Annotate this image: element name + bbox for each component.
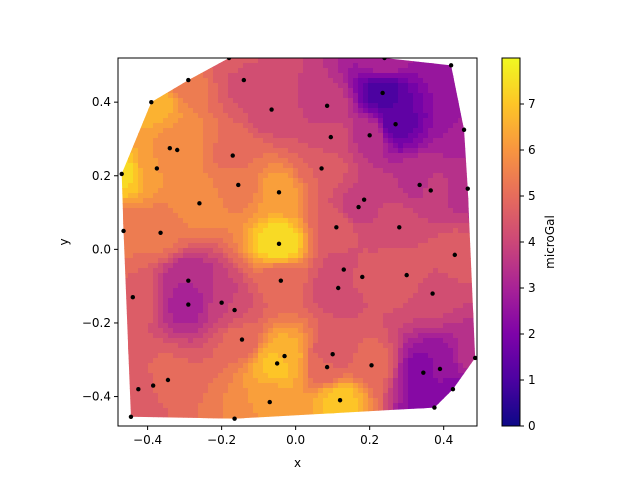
sample-point — [448, 63, 454, 68]
colorbar-tick-label: 6 — [528, 143, 536, 157]
sample-point — [397, 225, 402, 230]
sample-point — [341, 267, 346, 272]
colorbar-label: microGal — [543, 215, 557, 269]
sample-point — [336, 285, 341, 291]
sample-point — [226, 58, 232, 61]
colorbar-tick-label: 2 — [528, 327, 536, 341]
sample-point — [267, 399, 272, 405]
sample-point — [274, 361, 280, 366]
sample-point — [269, 107, 274, 112]
x-tick-label: −0.2 — [207, 433, 236, 447]
x-axis: −0.4 −0.2 0.0 0.2 0.4 — [133, 426, 453, 447]
sample-points — [119, 58, 477, 421]
sample-point — [276, 190, 282, 195]
sample-point — [432, 405, 437, 410]
sample-point — [276, 241, 282, 247]
sample-point — [219, 300, 224, 305]
sample-point — [461, 127, 467, 132]
sample-point — [330, 352, 335, 357]
sample-point — [232, 307, 237, 313]
sample-point — [278, 278, 284, 283]
sample-point — [472, 355, 477, 361]
plot-frame — [117, 57, 478, 427]
sample-point — [430, 291, 435, 296]
sample-point — [158, 230, 163, 235]
sample-point — [149, 99, 154, 105]
sample-point — [437, 366, 443, 372]
x-tick-label: −0.4 — [133, 433, 162, 447]
y-tick-label: −0.4 — [82, 390, 111, 404]
sample-point — [452, 252, 457, 258]
colorbar-tick-label: 0 — [528, 419, 536, 433]
sample-point — [450, 387, 456, 392]
x-tick-label: 0.4 — [434, 433, 453, 447]
colorbar-gradient — [502, 58, 520, 426]
sample-point — [361, 197, 367, 202]
sample-point — [175, 147, 180, 153]
sample-point — [369, 363, 374, 368]
sample-point — [421, 370, 426, 375]
sample-point — [241, 77, 247, 83]
sample-point — [334, 225, 339, 230]
sample-point — [417, 182, 422, 188]
sample-point — [186, 77, 191, 83]
sample-point — [465, 186, 470, 191]
sample-point — [130, 295, 136, 300]
sample-point — [119, 171, 124, 177]
interpolated-field — [121, 58, 476, 419]
colorbar-tick-label: 4 — [528, 235, 536, 249]
sample-point — [367, 133, 372, 138]
colorbar: 0 1 2 3 4 5 6 7 microGal — [501, 57, 557, 433]
sample-point — [128, 414, 134, 419]
y-axis-label: y — [57, 238, 71, 245]
sample-point — [382, 58, 387, 61]
plot-area — [117, 57, 478, 427]
sample-point — [380, 90, 385, 96]
sample-point — [360, 274, 365, 280]
sample-point — [121, 228, 126, 234]
sample-point — [136, 387, 141, 392]
sample-point — [393, 122, 398, 127]
sample-point — [154, 166, 160, 171]
sample-point — [197, 201, 202, 206]
sample-point — [428, 188, 433, 193]
sample-point — [239, 337, 245, 342]
sample-point — [404, 272, 409, 278]
colorbar-tick-label: 5 — [528, 189, 536, 203]
colorbar-ticks: 0 1 2 3 4 5 6 7 — [520, 97, 536, 433]
sample-point — [324, 364, 330, 370]
colorbar-tick-label: 1 — [528, 373, 536, 387]
sample-point — [165, 377, 171, 383]
y-tick-label: 0.0 — [92, 242, 111, 256]
sample-point — [319, 166, 324, 171]
sample-point — [337, 398, 343, 403]
y-tick-label: −0.2 — [82, 316, 111, 330]
y-tick-label: 0.4 — [92, 95, 111, 109]
x-tick-label: 0.0 — [286, 433, 305, 447]
sample-point — [230, 153, 235, 158]
y-tick-label: 0.2 — [92, 169, 111, 183]
sample-point — [328, 134, 334, 140]
sample-point — [232, 416, 237, 421]
colorbar-tick-label: 7 — [528, 97, 536, 111]
sample-point — [356, 204, 361, 210]
x-tick-label: 0.2 — [360, 433, 379, 447]
sample-point — [324, 103, 330, 109]
sample-point — [186, 278, 191, 283]
sample-point — [186, 302, 191, 307]
colorbar-tick-label: 3 — [528, 281, 536, 295]
sample-point — [236, 182, 241, 188]
sample-point — [150, 383, 156, 388]
sample-point — [167, 145, 173, 151]
contour-fill — [121, 58, 476, 419]
x-axis-label: x — [294, 456, 301, 470]
y-axis: −0.4 −0.2 0.0 0.2 0.4 — [82, 95, 118, 404]
sample-point — [282, 353, 287, 359]
